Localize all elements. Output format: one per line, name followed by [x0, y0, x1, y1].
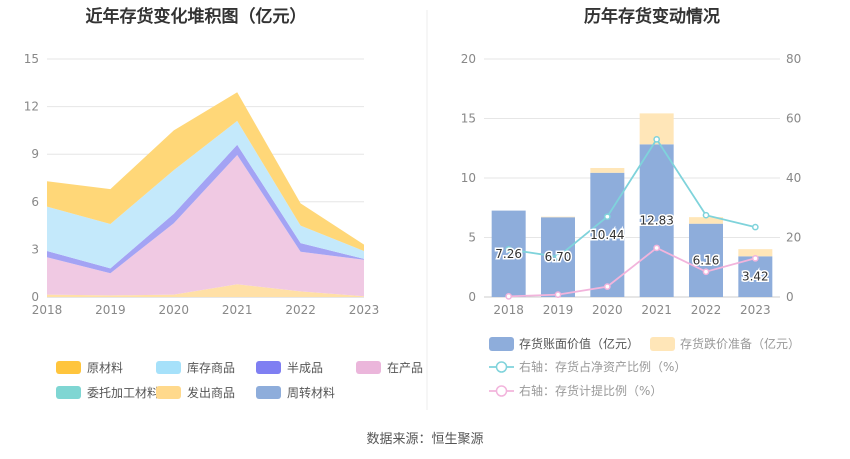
line-point — [653, 244, 661, 252]
left-legend-swatch — [256, 386, 281, 399]
right-legend: 存货账面价值（亿元） 存货跌价准备（亿元） 右轴：存货占净资产比例（%） 右轴：存货计… — [489, 336, 800, 398]
bar-book-value — [689, 223, 723, 297]
bar-value-label: 7.26 — [495, 247, 522, 261]
right-x-tick: 2020 — [592, 303, 623, 317]
inventory-bar-line-chart: 0 5 10 15 20 0 20 40 60 80 2018 2019 2020 2021 2022 202… — [461, 52, 802, 317]
left-x-tick: 2023 — [349, 303, 380, 317]
bar-impairment — [590, 168, 625, 173]
bar-book-value — [491, 210, 526, 297]
right-y2-tick: 80 — [786, 52, 801, 66]
left-y-tick: 6 — [31, 195, 39, 209]
right-y-tick: 5 — [468, 231, 476, 245]
bar-book-value — [738, 256, 773, 297]
left-y-tick: 3 — [31, 242, 39, 256]
right-y-tick: 10 — [461, 171, 476, 185]
right-y2-tick: 60 — [786, 112, 801, 126]
left-x-tick: 2021 — [222, 303, 253, 317]
left-x-tick: 2022 — [285, 303, 316, 317]
line-point — [702, 268, 710, 276]
left-legend-swatch — [56, 386, 81, 399]
right-x-tick: 2018 — [493, 303, 524, 317]
area-半成品 — [47, 144, 364, 274]
line-point — [554, 253, 562, 261]
right-y2-tick: 0 — [786, 290, 794, 304]
left-legend-label: 周转材料 — [287, 385, 335, 400]
left-legend-swatch — [156, 386, 181, 399]
left-legend-label: 委托加工材料 — [87, 386, 159, 400]
left-x-tick: 2019 — [95, 303, 126, 317]
right-x-tick: 2023 — [740, 303, 771, 317]
line-point — [751, 223, 759, 231]
right-y-tick: 15 — [461, 112, 476, 126]
area-原材料 — [47, 92, 364, 251]
left-legend-label: 半成品 — [287, 361, 323, 375]
legend-line-marker — [495, 361, 508, 373]
left-legend-swatch — [356, 361, 381, 374]
line-point — [702, 211, 710, 219]
legend-swatch-impairment — [650, 337, 675, 351]
line-point — [653, 135, 661, 143]
area-库存商品 — [47, 120, 364, 269]
bar-value-label: 3.42 — [742, 270, 769, 284]
bar-value-label: 12.83 — [639, 214, 673, 228]
right-x-tick: 2019 — [543, 303, 574, 317]
line-point — [603, 213, 611, 221]
line-point — [603, 283, 611, 290]
left-y-tick: 9 — [31, 147, 39, 161]
left-chart-title: 近年存货变化堆积图（亿元） — [86, 6, 307, 27]
left-y-tick: 12 — [24, 100, 39, 114]
bar-impairment — [689, 217, 723, 224]
bar-book-value — [639, 144, 674, 297]
right-y-tick: 0 — [468, 290, 476, 304]
left-legend-swatch — [256, 361, 281, 374]
right-x-tick: 2021 — [641, 303, 672, 317]
right-y2-tick: 20 — [786, 231, 801, 245]
right-y2-tick: 40 — [786, 171, 801, 185]
bar-book-value — [590, 172, 625, 297]
left-x-tick: 2020 — [159, 303, 190, 317]
line-point — [505, 293, 513, 300]
left-legend-label: 库存商品 — [187, 360, 235, 375]
bar-impairment — [541, 216, 575, 218]
left-legend-swatch — [156, 361, 181, 374]
left-legend-swatch — [56, 361, 81, 374]
legend-line-label: 右轴：存货计提比例（%） — [519, 383, 662, 398]
right-x-tick: 2022 — [691, 303, 722, 317]
legend-line-label: 右轴：存货占净资产比例（%） — [519, 359, 686, 374]
line-point — [751, 254, 759, 262]
left-legend-label: 发出商品 — [187, 385, 235, 400]
data-source: 数据来源：恒生聚源 — [366, 432, 483, 447]
stacked-area-chart: 0 3 6 9 12 15 2018 2019 2020 2021 2022 2023 — [24, 52, 380, 317]
area-在产品 — [47, 155, 364, 297]
legend-label-book-value: 存货账面价值（亿元） — [519, 336, 639, 351]
area-发出商品 — [47, 284, 364, 297]
legend-swatch-book-value — [489, 337, 514, 351]
left-legend-label: 原材料 — [87, 361, 123, 375]
left-x-tick: 2018 — [32, 303, 63, 317]
left-legend-label: 在产品 — [387, 361, 423, 375]
line-point — [505, 246, 513, 253]
bar-value-label: 6.70 — [545, 250, 572, 264]
bar-value-label: 10.44 — [590, 228, 624, 242]
line-point — [554, 291, 562, 298]
line-inventory-ratio — [508, 137, 756, 258]
right-chart-title: 历年存货变动情况 — [584, 6, 720, 27]
bar-value-label: 6.16 — [693, 253, 720, 267]
left-y-tick: 0 — [31, 290, 39, 304]
line-provision-ratio — [508, 246, 756, 298]
legend-label-impairment: 存货跌价准备（亿元） — [680, 336, 800, 351]
right-y-tick: 20 — [461, 52, 476, 66]
left-y-tick: 15 — [24, 52, 39, 66]
legend-line-marker — [495, 385, 508, 397]
bar-impairment — [738, 249, 773, 257]
